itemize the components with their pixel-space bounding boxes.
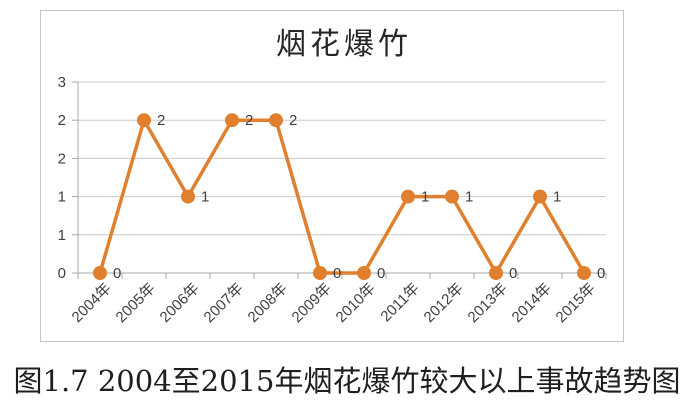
data-point-marker bbox=[533, 189, 547, 204]
y-tick-label: 1 bbox=[58, 189, 66, 206]
data-point-marker bbox=[489, 266, 503, 280]
chart-title: 烟花爆竹 bbox=[276, 27, 412, 62]
y-tick-label: 3 bbox=[58, 74, 66, 91]
data-point-label: 1 bbox=[421, 189, 429, 206]
series-line bbox=[98, 118, 586, 275]
data-point-label: 2 bbox=[245, 112, 253, 129]
data-point-label: 0 bbox=[509, 265, 517, 282]
y-axis-tick-labels: 0 1 1 2 2 3 bbox=[58, 74, 66, 282]
data-point-label: 0 bbox=[597, 265, 605, 282]
data-point-marker bbox=[313, 266, 327, 280]
data-point-marker bbox=[225, 113, 239, 128]
figure-caption: 图1.7 2004至2015年烟花爆竹较大以上事故趋势图 bbox=[13, 364, 681, 398]
data-point-marker bbox=[357, 266, 371, 280]
data-point-label: 2 bbox=[157, 112, 165, 129]
y-tick-label: 1 bbox=[58, 227, 66, 244]
y-tick-label: 0 bbox=[58, 265, 66, 282]
data-point-label: 2 bbox=[289, 112, 297, 129]
data-point-marker bbox=[137, 113, 151, 128]
data-point-marker bbox=[93, 266, 107, 280]
data-point-label: 0 bbox=[333, 265, 341, 282]
data-point-label: 0 bbox=[377, 265, 385, 282]
data-series bbox=[93, 113, 591, 280]
data-point-label: 1 bbox=[465, 189, 473, 206]
data-point-marker bbox=[577, 266, 591, 280]
y-tick-label: 2 bbox=[58, 112, 66, 129]
data-point-marker bbox=[401, 189, 415, 204]
data-point-label: 1 bbox=[201, 189, 209, 206]
data-point-label: 0 bbox=[113, 265, 121, 282]
data-point-marker bbox=[269, 113, 283, 128]
chart-frame bbox=[40, 10, 624, 342]
data-point-marker bbox=[445, 189, 459, 204]
y-tick-label: 2 bbox=[58, 150, 66, 167]
data-point-label: 1 bbox=[553, 189, 561, 206]
data-point-marker bbox=[181, 189, 195, 204]
data-labels: 0 2 1 2 2 0 0 1 1 0 1 0 bbox=[113, 112, 605, 282]
